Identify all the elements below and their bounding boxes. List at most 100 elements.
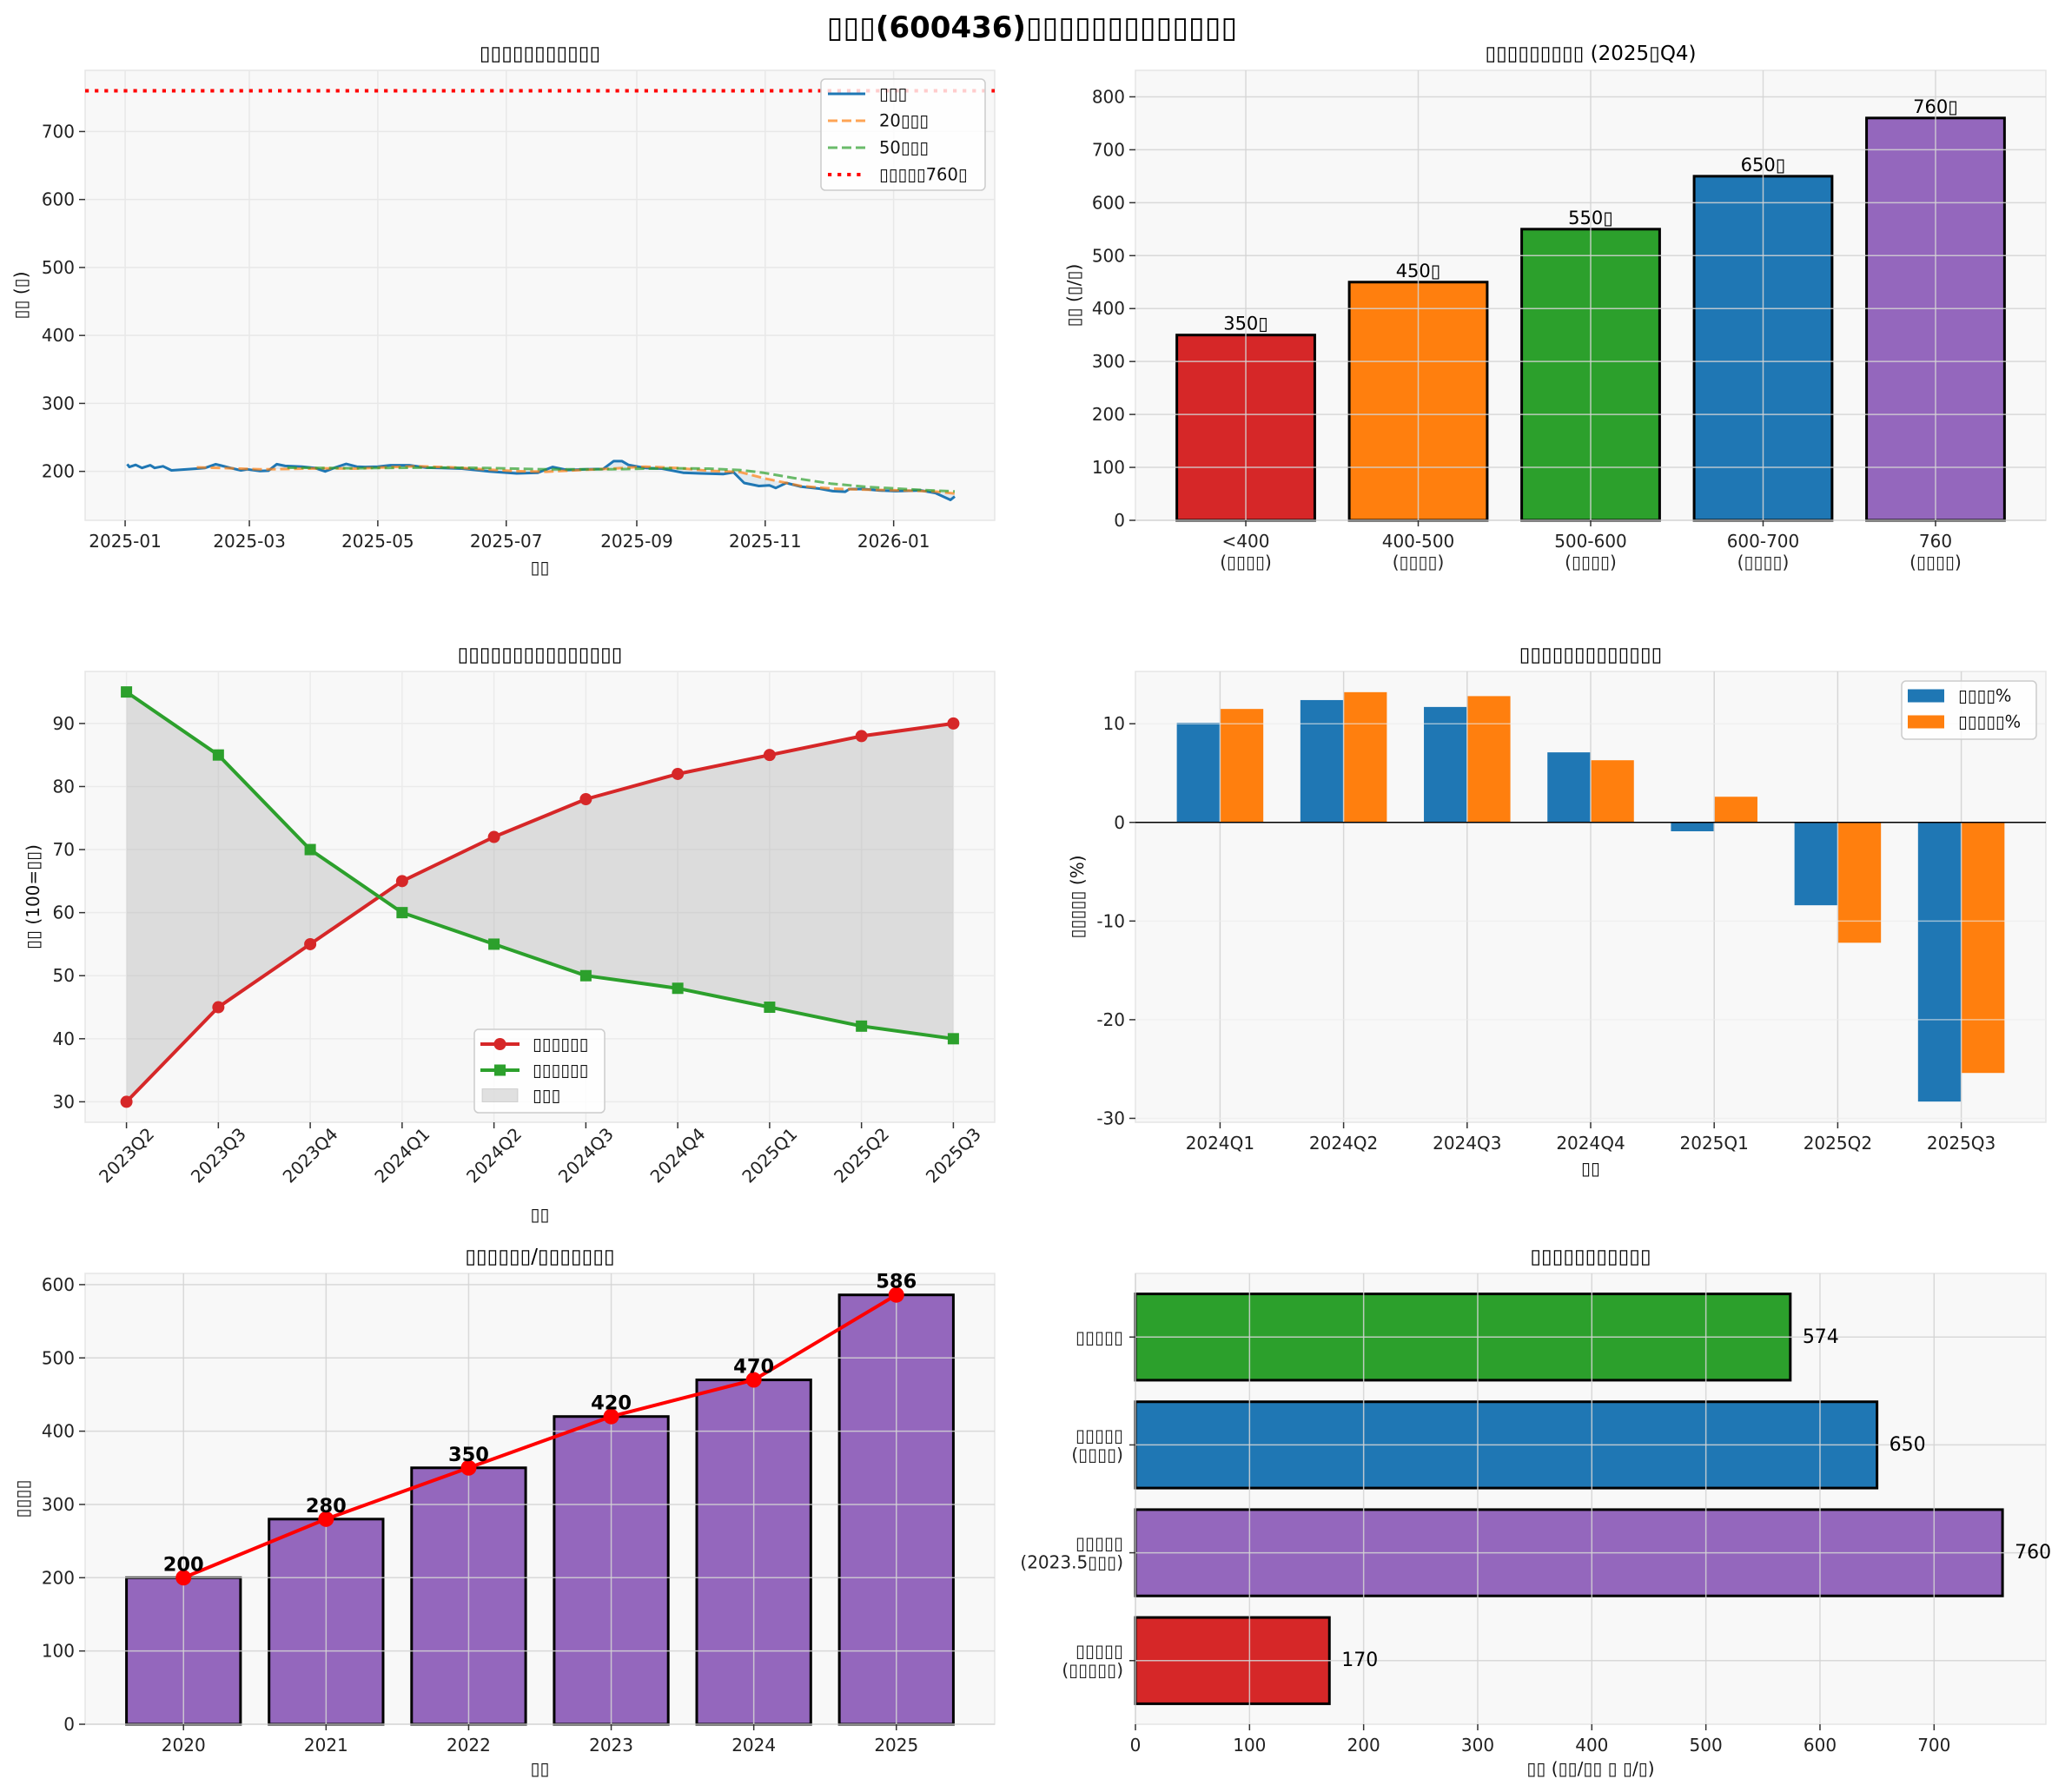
x-tick-label: 2020 <box>162 1735 206 1756</box>
legend: ▯▯▯▯% ▯▯▯▯▯% <box>1901 680 2037 740</box>
x-axis-label: ▯▯ (▯▯/▯▯ ▯ ▯/▯) <box>1526 1758 1654 1779</box>
x-tick-label: 2024Q3 <box>1433 1133 1501 1154</box>
bar-value-label: 650▯ <box>1741 155 1786 175</box>
legend-label: 50▯▯▯ <box>879 138 929 158</box>
bar-value-label: 170 <box>1341 1650 1378 1671</box>
index-b-point <box>856 1020 868 1032</box>
y-tick-label: 200 <box>42 1567 75 1588</box>
bar-value-label: 650 <box>1890 1434 1926 1456</box>
y-axis-label: ▯▯ (▯/▯) <box>1063 264 1084 327</box>
index-a-point <box>212 1001 225 1014</box>
x-tick-label: 500 <box>1690 1735 1723 1756</box>
y-axis-label: ▯▯▯▯ <box>12 1479 33 1518</box>
bar-value-label: 760▯ <box>1913 96 1958 117</box>
legend-marker-square-icon <box>494 1064 506 1076</box>
legend-label: ▯▯▯ <box>533 1086 560 1106</box>
legend-patch <box>481 1088 519 1102</box>
y-tick-label: 30 <box>53 1091 75 1112</box>
x-tick-label: 2022 <box>447 1735 491 1756</box>
legend-box <box>473 1028 606 1114</box>
y-tick-label: -10 <box>1096 910 1125 931</box>
y-tick-label: ▯▯▯▯▯ <box>1076 1641 1123 1662</box>
legend-patch <box>1908 715 1944 729</box>
y-tick-label: 90 <box>53 713 75 734</box>
y-tick-label: 800 <box>1092 86 1125 107</box>
profit-growth-bar <box>1961 822 2005 1074</box>
x-tick-label: 2024Q4 <box>1556 1133 1625 1154</box>
x-tick-label: 2024Q1 <box>1186 1133 1254 1154</box>
y-tick-label: 0 <box>1114 812 1125 833</box>
bar-value-label: 550▯ <box>1568 208 1613 228</box>
legend-entry: ▯▯▯▯▯▯ <box>480 1061 588 1081</box>
x-tick-label: (▯▯▯▯) <box>1737 552 1790 572</box>
x-tick-label: 200 <box>1347 1735 1380 1756</box>
y-tick-label: 600 <box>42 189 75 210</box>
chart-title: ▯▯▯▯▯▯▯▯▯ (2025▯Q4) <box>1485 43 1696 65</box>
bar-value-label: 350 <box>448 1444 489 1466</box>
bar-value-label: 760 <box>2015 1542 2051 1564</box>
y-tick-label: -30 <box>1096 1108 1125 1128</box>
legend-entry: ▯▯▯▯▯760▯ <box>828 165 968 185</box>
y-tick-label: 200 <box>1092 404 1125 425</box>
y-tick-label: 200 <box>42 461 75 482</box>
x-tick-label: 400-500 <box>1382 531 1455 552</box>
revenue-growth-bar <box>1547 752 1591 823</box>
index-b-point <box>488 938 500 950</box>
legend-label: ▯▯▯ <box>879 84 907 104</box>
price-trend-chart: 2025-01 2025-03 2025-05 2025-07 2025-09 2025-… <box>10 43 996 578</box>
y-tick-label: 60 <box>53 903 75 923</box>
x-axis-label: ▯▯ <box>1581 1158 1600 1179</box>
y-tick-label: 40 <box>53 1028 75 1049</box>
x-tick-label: 2025-11 <box>729 531 802 552</box>
trend-point <box>888 1286 904 1303</box>
x-tick-label: 2025-03 <box>213 531 286 552</box>
legend-entry: ▯▯▯▯% <box>1908 686 2011 706</box>
bar-value-label: 200 <box>163 1553 204 1576</box>
y-axis-label: ▯▯ (100=▯▯) <box>23 844 43 949</box>
y-tick-label: ▯▯▯▯▯ <box>1076 1533 1123 1554</box>
x-tick-label: 2023 <box>589 1735 633 1756</box>
x-tick-label: 2025-09 <box>600 531 673 552</box>
y-tick-label: 0 <box>63 1714 75 1735</box>
index-b-point <box>947 1033 959 1045</box>
x-tick-label: 2025 <box>874 1735 918 1756</box>
x-tick-label: (▯▯▯▯) <box>1565 552 1617 572</box>
index-a-point <box>855 730 868 743</box>
y-tick-label: (2023.5▯▯▯) <box>1020 1552 1123 1573</box>
profit-growth-bar <box>1220 709 1264 823</box>
index-b-point <box>764 1002 776 1014</box>
y-tick-label: ▯▯▯▯▯ <box>1076 1326 1123 1347</box>
y-tick-label: 500 <box>42 1347 75 1368</box>
legend: ▯▯▯▯▯▯▯▯▯▯▯▯▯▯▯ <box>473 1028 606 1114</box>
index-trend-line-chart: 2023Q2 2023Q3 2023Q4 2024Q1 2024Q2 2024Q3 2024… <box>23 644 996 1225</box>
chart-title: ▯▯▯▯▯▯▯▯▯▯▯▯▯ <box>1519 644 1663 666</box>
y-tick-label: (▯▯▯▯) <box>1071 1444 1123 1465</box>
x-axis-label: ▯▯ <box>530 1758 549 1779</box>
legend-patch <box>1908 689 1944 703</box>
chart-title: ▯▯▯▯▯▯▯▯▯▯▯ <box>480 43 600 65</box>
bar-value-label: 586 <box>876 1271 917 1293</box>
x-axis-label: ▯▯ <box>530 557 549 578</box>
trend-point <box>318 1511 334 1527</box>
y-tick-label: 70 <box>53 839 75 860</box>
bar-value-label: 450▯ <box>1396 261 1441 281</box>
y-tick-label: 0 <box>1114 510 1125 531</box>
legend-entry: ▯▯▯ <box>828 84 907 104</box>
x-tick-label: 400 <box>1575 1735 1608 1756</box>
y-tick-label: 600 <box>42 1274 75 1295</box>
figure-title: ▯▯▯(600436)▯▯▯▯▯▯▯▯▯▯▯▯▯ <box>827 10 1237 45</box>
y-tick-label: 400 <box>42 1421 75 1442</box>
y-tick-label: (▯▯▯▯▯) <box>1062 1660 1123 1681</box>
index-a-point <box>487 830 500 843</box>
index-b-point <box>579 969 592 982</box>
chart-title: ▯▯▯▯▯▯▯▯▯▯▯▯▯▯▯ <box>458 644 623 666</box>
legend-box <box>820 78 986 191</box>
plot-marks <box>85 89 995 501</box>
y-tick-label: 500 <box>42 257 75 278</box>
bar-value-label: 574 <box>1803 1326 1839 1348</box>
x-tick-label: 600-700 <box>1727 531 1800 552</box>
revenue-growth-bar <box>1671 822 1715 831</box>
x-tick-label: 2025Q3 <box>1927 1133 1996 1154</box>
bar-value-label: 280 <box>306 1495 347 1518</box>
